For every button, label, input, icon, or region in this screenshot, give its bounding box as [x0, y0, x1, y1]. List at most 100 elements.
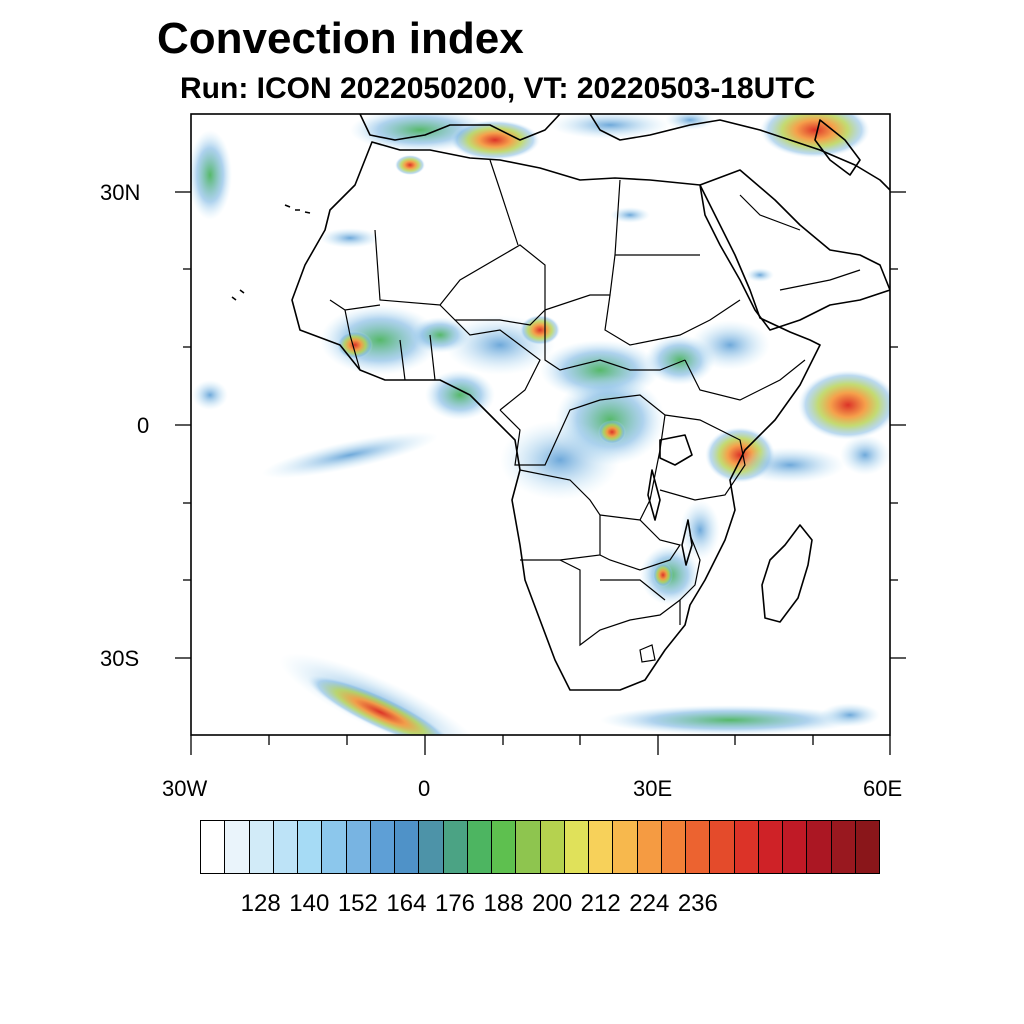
colorbar-swatch [613, 821, 638, 873]
colorbar-swatch [516, 821, 541, 873]
lat-ticks [175, 191, 906, 659]
lon-ticks [190, 735, 891, 755]
field-algeria [395, 155, 425, 175]
field-balkans [550, 114, 670, 139]
colorbar-swatch [201, 821, 226, 873]
colorbar-swatch [467, 821, 492, 873]
colorbar-swatch [322, 821, 347, 873]
colorbar-swatch [225, 821, 250, 873]
convection-field [191, 114, 890, 735]
colorbar-swatch [273, 821, 298, 873]
colorbar-tick-label: 212 [580, 890, 621, 917]
map-subtitle: Run: ICON 2022050200, VT: 20220503-18UTC [180, 72, 816, 105]
border-zambia [599, 514, 681, 571]
field-ethiopia [690, 320, 770, 370]
lon-label-30e: 30E [633, 776, 673, 801]
border-chad-car [544, 310, 686, 371]
colorbar-swatch [540, 821, 565, 873]
field-guinea [337, 331, 373, 359]
border-west-coast [344, 309, 436, 381]
border-algeria-libya [489, 159, 519, 246]
colorbar-swatch [370, 821, 395, 873]
colorbar-tick-label: 152 [337, 890, 378, 917]
europe-coastline [359, 114, 890, 191]
caspian-coast [814, 119, 861, 176]
border-lesotho [639, 644, 656, 663]
colorbar [200, 820, 880, 874]
field-atlantic-band [261, 431, 439, 479]
lake-tanganyika [647, 469, 661, 521]
colorbar-swatch [686, 821, 711, 873]
field-western-sahara [320, 228, 380, 248]
border-ethiopia [684, 359, 806, 401]
colorbar-swatch [589, 821, 614, 873]
field-mediterranean-central [450, 120, 540, 160]
colorbar-swatch [855, 821, 879, 873]
border-sahara [374, 179, 621, 311]
colorbar-swatch [395, 821, 420, 873]
colorbar-swatch [807, 821, 832, 873]
colorbar-swatch [661, 821, 686, 873]
cape-verde [231, 289, 245, 301]
lon-label-60e: 60E [863, 776, 903, 801]
colorbar-swatch [492, 821, 517, 873]
colorbar-swatch [831, 821, 856, 873]
colorbar-swatch [419, 821, 444, 873]
colorbar-swatch [443, 821, 468, 873]
colorbar-labels: 128 140 152 164 176 188 200 212 224 236 [0, 890, 1024, 920]
colorbar-tick-label: 140 [289, 890, 330, 917]
colorbar-swatch [710, 821, 735, 873]
canary-islands [284, 204, 311, 214]
colorbar-swatch [249, 821, 274, 873]
field-atlantic-north [191, 130, 232, 220]
field-malawi [680, 500, 720, 560]
colorbar-tick-label: 176 [434, 890, 476, 917]
colorbar-swatch [783, 821, 808, 873]
map-title: Convection index [157, 14, 524, 63]
coastlines [231, 114, 890, 691]
colorbar-tick-label: 224 [629, 890, 670, 917]
field-drc [500, 420, 620, 500]
border-nigeria [454, 319, 541, 411]
field-gulf-guinea [425, 370, 495, 420]
border-east-africa [659, 414, 746, 501]
colorbar-tick-label: 128 [240, 890, 281, 917]
border-sudans [604, 294, 741, 346]
colorbar-swatch [298, 821, 323, 873]
lat-label-30n: 30N [100, 180, 141, 205]
colorbar-swatch [346, 821, 371, 873]
field-zimbabwe-core [653, 563, 673, 587]
border-south [559, 559, 681, 647]
field-arabia [746, 268, 774, 282]
lon-label-30w: 30W [162, 776, 208, 801]
colorbar-swatch [637, 821, 662, 873]
arabian-peninsula [699, 169, 890, 331]
field-egypt [610, 207, 650, 223]
field-caucasus [760, 114, 870, 158]
lake-victoria [659, 434, 693, 466]
field-kenya-coast [735, 447, 845, 483]
colorbar-tick-label: 200 [532, 890, 573, 917]
colorbar-swatch [758, 821, 783, 873]
lat-label-0: 0 [137, 413, 150, 438]
border-arabia [739, 194, 861, 291]
colorbar-swatch [564, 821, 589, 873]
field-south-atlantic-core [307, 675, 453, 735]
field-indian-ocean-north [798, 370, 890, 440]
country-borders [329, 159, 861, 663]
madagascar [761, 524, 813, 623]
colorbar-swatch [734, 821, 759, 873]
field-atlantic-west [192, 380, 228, 410]
field-southern-ocean [600, 705, 860, 735]
field-lake-chad [520, 315, 560, 345]
lat-label-30s: 30S [100, 646, 140, 671]
field-turkey [665, 114, 715, 130]
africa-coastline [291, 141, 821, 691]
colorbar-tick-label: 164 [386, 890, 427, 917]
colorbar-tick-label: 236 [677, 890, 718, 917]
colorbar-tick-label: 188 [483, 890, 524, 917]
field-southern-ocean-east [820, 703, 880, 727]
border-congo [499, 394, 666, 521]
lon-label-0: 0 [418, 776, 431, 801]
